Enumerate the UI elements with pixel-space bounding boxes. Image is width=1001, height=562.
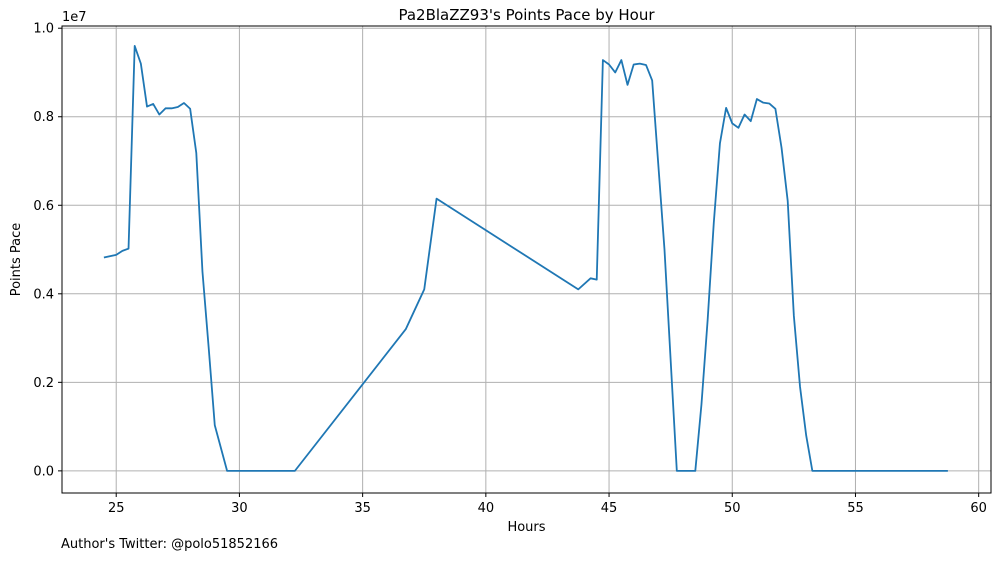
y-axis-multiplier: 1e7	[62, 10, 87, 25]
x-tick-label: 40	[478, 501, 495, 516]
chart-title: Pa2BlaZZ93's Points Pace by Hour	[398, 6, 655, 24]
y-tick-label: 1.0	[33, 22, 54, 37]
y-tick-label: 0.8	[33, 110, 54, 125]
x-tick-label: 60	[970, 501, 987, 516]
y-axis: 0.0 0.2 0.4 0.6 0.8 1.0	[33, 22, 62, 479]
x-tick-label: 25	[108, 501, 125, 516]
y-axis-label: Points Pace	[9, 223, 24, 297]
y-tick-label: 0.0	[33, 464, 54, 479]
series-line	[103, 45, 948, 472]
x-tick-label: 30	[231, 501, 248, 516]
y-tick-label: 0.4	[33, 287, 54, 302]
x-tick-label: 50	[724, 501, 741, 516]
grid	[62, 26, 991, 493]
y-tick-label: 0.6	[33, 199, 54, 214]
x-tick-label: 55	[847, 501, 864, 516]
author-credit: Author's Twitter: @polo51852166	[61, 537, 279, 552]
x-axis: 25 30 35 40 45 50 55 60	[108, 493, 987, 516]
x-axis-label: Hours	[507, 520, 545, 535]
y-tick-label: 0.2	[33, 376, 54, 391]
series-layer	[103, 45, 948, 472]
x-tick-label: 35	[354, 501, 371, 516]
x-tick-label: 45	[601, 501, 618, 516]
plot-frame	[61, 25, 992, 494]
